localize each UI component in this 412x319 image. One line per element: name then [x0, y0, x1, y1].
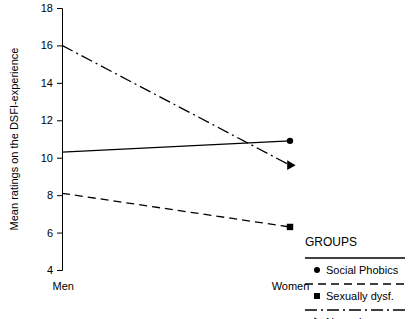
series-marker: [287, 138, 293, 144]
legend: GROUPS Social Phobics Sexually dysf. Normal…: [305, 235, 405, 319]
y-tick-label: 4: [47, 264, 53, 276]
series-line: [62, 193, 290, 227]
y-tick: 8: [47, 189, 62, 201]
legend-marker: [314, 267, 320, 273]
y-tick: 18: [41, 2, 62, 14]
legend-marker: [314, 317, 322, 319]
y-tick-label: 12: [41, 114, 53, 126]
x-tick-label: Men: [53, 280, 74, 292]
legend-label: Normals: [326, 316, 367, 319]
y-tick: 14: [41, 77, 62, 89]
y-tick-label: 14: [41, 77, 53, 89]
x-tick-label: Women: [272, 280, 310, 292]
series-line: [62, 141, 290, 152]
y-tick-mark: [57, 195, 62, 196]
legend-label: Sexually dysf.: [326, 290, 394, 302]
y-tick-mark: [57, 120, 62, 121]
y-axis-line: [57, 9, 63, 271]
y-axis: 4 6 8 10 12 14 16 18: [41, 2, 63, 276]
y-tick-mark: [57, 83, 62, 84]
y-tick-mark: [57, 8, 62, 9]
y-tick: 10: [41, 152, 62, 164]
legend-title: GROUPS: [305, 235, 357, 249]
y-tick-mark: [57, 233, 62, 234]
y-tick-label: 6: [47, 227, 53, 239]
series-line: [62, 45, 290, 165]
legend-swatch: [305, 309, 405, 310]
y-tick: 12: [41, 114, 62, 126]
y-tick-mark: [57, 158, 62, 159]
legend-label: Social Phobics: [326, 264, 399, 276]
y-axis-title: Mean ratings on the DSFI-experience: [8, 48, 20, 231]
x-tick: Women: [272, 280, 310, 292]
legend-marker: [314, 293, 320, 299]
y-tick-label: 18: [41, 2, 53, 14]
y-tick: 16: [41, 39, 62, 51]
y-tick-label: 10: [41, 152, 53, 164]
x-axis: Men Women: [53, 280, 310, 292]
y-tick-mark: [57, 45, 62, 46]
y-tick-label: 8: [47, 189, 53, 201]
legend-swatch: [305, 257, 405, 258]
plot-area: [62, 45, 296, 230]
series-marker: [287, 224, 293, 230]
y-tick: 4: [47, 264, 62, 276]
y-tick-mark: [57, 270, 62, 271]
y-tick-label: 16: [41, 39, 53, 51]
series-marker: [287, 160, 295, 170]
x-tick: Men: [53, 280, 74, 292]
legend-swatch: [305, 283, 405, 284]
y-tick: 6: [47, 227, 62, 239]
